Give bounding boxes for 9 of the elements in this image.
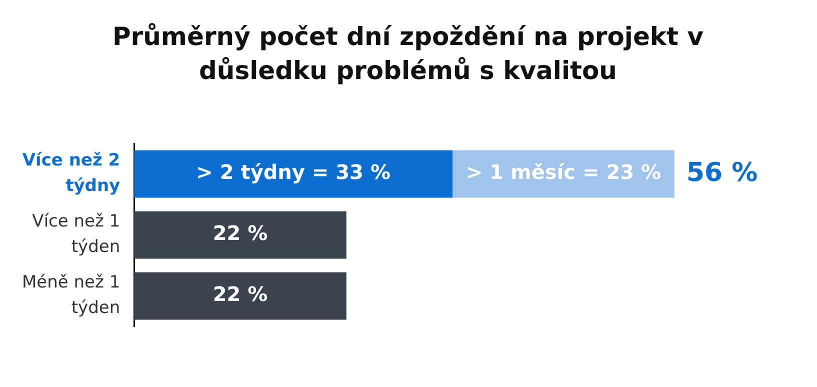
- data-label: 22 %: [212, 282, 268, 306]
- y-tick-label: Méně než 1 týden: [22, 272, 120, 318]
- total-label: 56 %: [686, 158, 758, 188]
- y-tick-label: Více než 2 týdny: [22, 150, 120, 196]
- data-label: > 1 měsíc = 23 %: [466, 160, 662, 184]
- chart-title: Průměrný počet dní zpoždění na projekt v důsledku problémů s kvalitou: [111, 21, 704, 87]
- data-label: > 2 týdny = 33 %: [196, 160, 390, 184]
- y-tick-label: Více než 1 týden: [32, 212, 120, 258]
- data-label: 22 %: [212, 221, 268, 246]
